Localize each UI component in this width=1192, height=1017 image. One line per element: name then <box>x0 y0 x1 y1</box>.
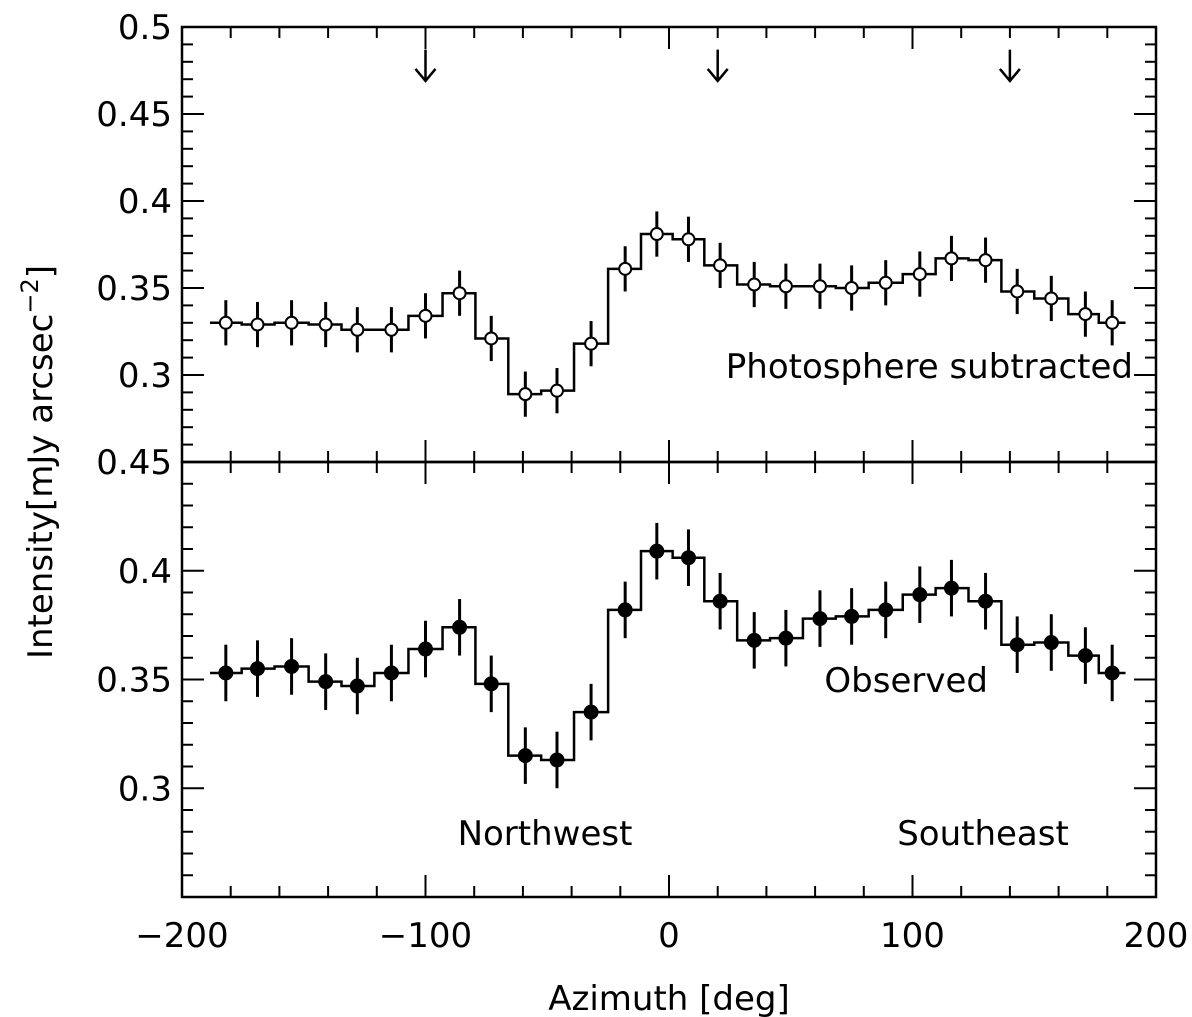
data-point <box>680 550 696 566</box>
data-point <box>1105 315 1120 330</box>
data-point <box>1078 307 1093 322</box>
data-point <box>944 251 959 266</box>
data-point <box>746 632 762 648</box>
data-point <box>218 665 234 681</box>
data-point <box>384 322 399 337</box>
y-tick-label: 0.3 <box>118 356 172 396</box>
data-point <box>812 279 827 294</box>
data-point <box>218 315 233 330</box>
data-point <box>681 232 696 247</box>
data-point <box>1044 291 1059 306</box>
x-tick-label: 100 <box>880 916 945 956</box>
y-tick-label: 0.5 <box>118 8 172 48</box>
y-axis-title-group: Intensity[mJy arcsec−2] <box>16 265 61 659</box>
data-point <box>1010 284 1025 299</box>
x-tick-label: 200 <box>1124 916 1189 956</box>
y-axis-title-close: ] <box>21 265 61 278</box>
arrow-marker-head <box>414 68 437 83</box>
data-point <box>452 619 468 635</box>
data-point <box>518 387 533 402</box>
data-point <box>747 277 762 292</box>
data-point <box>249 661 265 677</box>
y-tick-label: 0.4 <box>118 552 172 592</box>
region-label-northwest: Northwest <box>458 814 633 854</box>
top-panel-annotation: Photosphere subtracted <box>726 347 1133 387</box>
data-point <box>452 286 467 301</box>
data-point <box>712 593 728 609</box>
data-point <box>284 658 300 674</box>
data-point <box>649 543 665 559</box>
data-point <box>912 267 927 282</box>
step-line <box>210 549 1126 762</box>
y-axis-title: Intensity[mJy arcsec−2] <box>16 265 61 659</box>
y-tick-label: 0.45 <box>96 95 172 135</box>
arrow-marker-head <box>706 68 729 83</box>
x-axis-title: Azimuth [deg] <box>548 979 790 1017</box>
data-point <box>549 383 564 398</box>
y-tick-label: 0.35 <box>96 269 172 309</box>
y-axis-title-exponent: −2 <box>16 278 44 313</box>
data-point <box>978 253 993 268</box>
data-point <box>350 322 365 337</box>
plot-frame <box>180 25 1158 464</box>
data-point <box>418 308 433 323</box>
data-point <box>878 602 894 618</box>
x-tick-label: −100 <box>379 916 472 956</box>
data-point <box>978 593 994 609</box>
data-point <box>383 665 399 681</box>
y-axis-title-main: Intensity[mJy arcsec <box>21 314 61 659</box>
data-point <box>318 317 333 332</box>
data-point <box>484 331 499 346</box>
data-point <box>517 748 533 764</box>
data-point <box>1077 648 1093 664</box>
x-tick-label: 0 <box>658 916 680 956</box>
y-tick-label: 0.4 <box>118 182 172 222</box>
data-point <box>617 602 633 618</box>
data-point <box>584 336 599 351</box>
data-point <box>844 281 859 295</box>
bottom-panel-annotation: Observed <box>824 661 988 701</box>
data-point <box>778 630 794 646</box>
data-point <box>1104 665 1120 681</box>
top-panel: 0.3 0.35 0.4 0.45 0.5 <box>96 8 1158 464</box>
data-point <box>943 580 959 596</box>
data-point <box>812 611 828 627</box>
data-point <box>318 674 334 690</box>
data-point <box>878 275 893 290</box>
y-tick-label: 0.45 <box>96 443 172 483</box>
region-label-southeast: Southeast <box>897 814 1069 854</box>
data-point <box>583 704 599 720</box>
data-point <box>1043 635 1059 651</box>
bottom-panel: 0.3 0.35 0.4 0.45 <box>96 443 1158 899</box>
data-point <box>483 676 499 692</box>
data-point <box>912 587 928 603</box>
data-point <box>649 227 664 242</box>
data-point <box>844 608 860 624</box>
data-point <box>284 315 299 330</box>
data-point <box>778 279 793 294</box>
data-point <box>618 261 633 276</box>
data-point <box>1009 637 1025 653</box>
x-tick-label: −200 <box>135 916 228 956</box>
step-line <box>210 232 1126 396</box>
data-point <box>549 752 565 768</box>
data-point <box>418 641 433 657</box>
y-tick-label: 0.3 <box>118 769 172 809</box>
x-axis: −200 −100 0 100 200 <box>135 916 1188 956</box>
y-tick-label: 0.35 <box>96 661 172 701</box>
data-point <box>349 678 365 694</box>
data-point <box>250 317 265 332</box>
data-point <box>713 258 728 273</box>
arrow-marker-head <box>998 68 1021 83</box>
